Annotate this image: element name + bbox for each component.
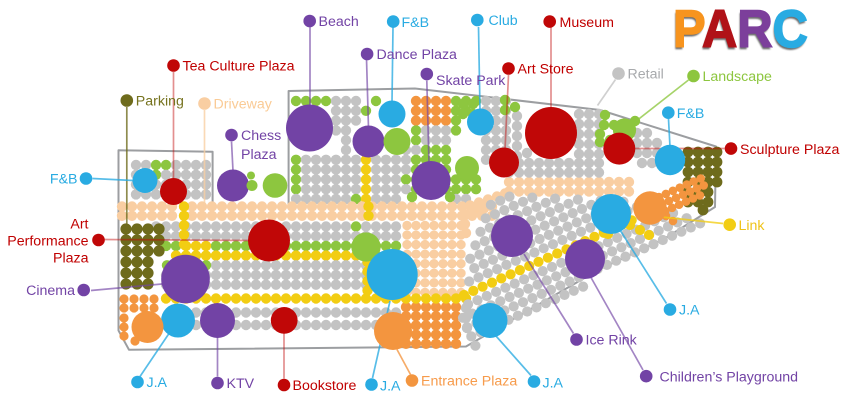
svg-text:J.A: J.A: [543, 376, 564, 392]
svg-text:Bookstore: Bookstore: [293, 378, 357, 394]
svg-text:Performance: Performance: [7, 234, 88, 250]
svg-text:J.A: J.A: [380, 379, 401, 395]
svg-text:Chess: Chess: [241, 128, 281, 144]
svg-text:Tea Culture Plaza: Tea Culture Plaza: [183, 59, 295, 75]
svg-text:Art: Art: [70, 217, 88, 233]
svg-text:KTV: KTV: [227, 376, 255, 392]
svg-text:Retail: Retail: [628, 67, 664, 83]
svg-text:Cinema: Cinema: [26, 283, 75, 299]
svg-text:Plaza: Plaza: [53, 251, 89, 267]
svg-text:Entrance Plaza: Entrance Plaza: [421, 374, 517, 390]
svg-text:F&B: F&B: [677, 106, 705, 122]
svg-text:Skate Park: Skate Park: [436, 73, 506, 89]
svg-text:Link: Link: [739, 218, 766, 234]
svg-text:Sculpture Plaza: Sculpture Plaza: [740, 142, 839, 158]
svg-text:Children’s Playground: Children’s Playground: [660, 370, 799, 386]
svg-text:F&B: F&B: [402, 15, 430, 31]
svg-text:Plaza: Plaza: [241, 147, 277, 163]
svg-text:Parking: Parking: [136, 94, 184, 110]
svg-text:Ice Rink: Ice Rink: [586, 333, 638, 349]
svg-text:Art Store: Art Store: [518, 62, 574, 78]
svg-text:Driveway: Driveway: [214, 97, 273, 113]
svg-text:Club: Club: [489, 13, 518, 29]
svg-text:J.A: J.A: [679, 303, 700, 319]
svg-text:PARC: PARC: [673, 0, 808, 59]
svg-text:Beach: Beach: [319, 14, 359, 30]
svg-text:J.A: J.A: [147, 375, 168, 391]
svg-text:Landscape: Landscape: [703, 69, 773, 85]
svg-text:Museum: Museum: [560, 15, 614, 31]
svg-text:F&B: F&B: [50, 172, 78, 188]
svg-text:PARC: PARC: [672, 3, 807, 62]
svg-text:Dance Plaza: Dance Plaza: [377, 47, 458, 63]
